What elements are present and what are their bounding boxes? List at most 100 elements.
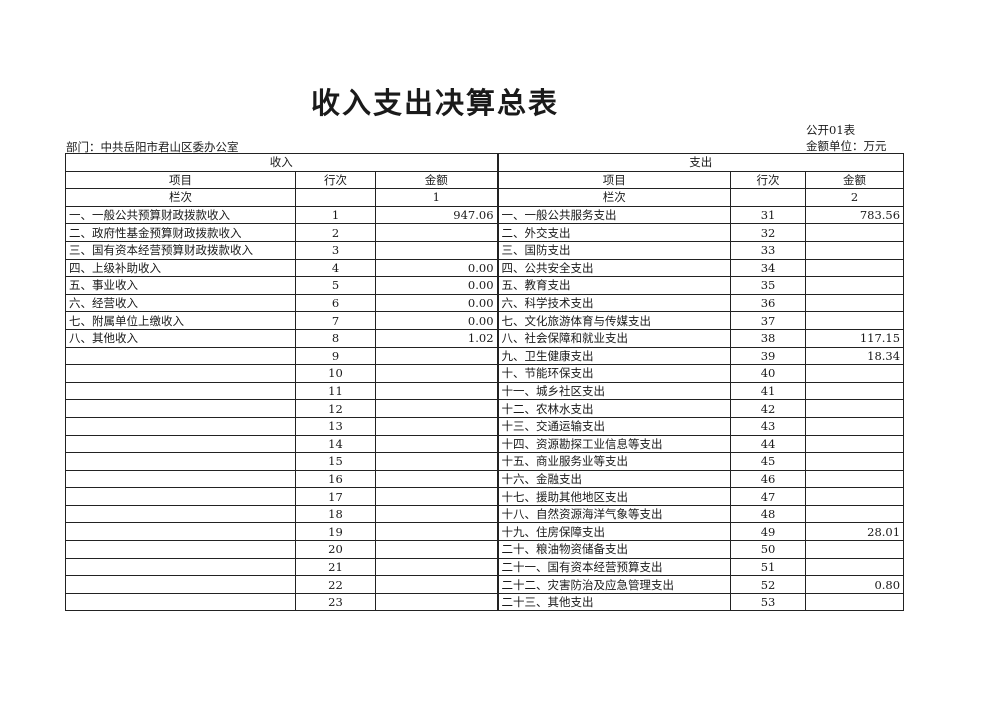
income-amount-header: 金额 xyxy=(374,170,499,190)
income-item-cell: 四、上级补助收入 xyxy=(65,258,296,278)
income-item-cell xyxy=(65,575,296,594)
income-row-no-cell: 17 xyxy=(295,487,376,506)
income-row-no-cell: 9 xyxy=(295,346,376,366)
income-amount-cell xyxy=(374,540,499,559)
income-amount-cell xyxy=(374,240,499,260)
table-row: 六、经营收入 6 0.00 六、科学技术支出 36 xyxy=(65,293,905,313)
income-amount-cell xyxy=(374,416,499,436)
expense-row-no-cell: 44 xyxy=(730,434,807,454)
income-row-no-cell: 15 xyxy=(295,452,376,471)
table-row: 10 十、节能环保支出 40 xyxy=(65,364,905,383)
income-row-no-cell: 12 xyxy=(295,399,376,418)
expense-amount-cell: 783.56 xyxy=(805,205,905,225)
income-item-cell xyxy=(65,346,296,366)
expense-item-cell: 八、社会保障和就业支出 xyxy=(496,328,732,348)
income-section-header: 收入 xyxy=(64,153,499,172)
expense-item-cell: 六、科学技术支出 xyxy=(496,293,732,313)
expense-item-cell: 五、教育支出 xyxy=(496,276,732,295)
income-expense-table: 收入 支出 项目 行次 金额 项目 行次 金额 栏次 1 栏次 2 一、一般公共… xyxy=(64,153,905,612)
page-title: 收入支出决算总表 xyxy=(310,86,559,120)
expense-item-header: 项目 xyxy=(496,170,732,190)
income-amount-cell: 0.00 xyxy=(374,311,499,330)
expense-row-no-cell: 41 xyxy=(730,381,807,401)
income-amount-cell xyxy=(374,469,499,489)
expense-row-no-cell: 42 xyxy=(730,399,807,418)
expense-row-no-cell: 52 xyxy=(730,575,807,594)
income-row-no-cell: 8 xyxy=(295,328,376,348)
income-amount-cell xyxy=(374,452,499,471)
income-item-header: 项目 xyxy=(65,170,296,190)
table-row: 17 十七、援助其他地区支出 47 xyxy=(65,487,905,506)
expense-item-cell: 十五、商业服务业等支出 xyxy=(496,452,732,471)
expense-row-no-cell: 50 xyxy=(730,540,807,559)
income-item-cell xyxy=(65,540,296,559)
income-row-no-cell: 22 xyxy=(295,575,376,594)
income-item-cell: 三、国有资本经营预算财政拨款收入 xyxy=(65,240,296,260)
expense-row-no-cell: 46 xyxy=(730,469,807,489)
table-row: 13 十三、交通运输支出 43 xyxy=(65,416,905,436)
table-row: 二、政府性基金预算财政拨款收入 2 二、外交支出 32 xyxy=(65,223,905,242)
expense-row-no-cell: 31 xyxy=(730,205,807,225)
table-row: 三、国有资本经营预算财政拨款收入 3 三、国防支出 33 xyxy=(65,240,905,260)
expense-row-no-cell: 45 xyxy=(730,452,807,471)
income-row-no-cell: 16 xyxy=(295,469,376,489)
income-amount-cell: 0.00 xyxy=(374,258,499,278)
income-row-no-cell: 13 xyxy=(295,416,376,436)
income-row-no-cell: 23 xyxy=(295,592,376,612)
income-amount-cell xyxy=(374,487,499,506)
income-row-no-cell: 7 xyxy=(295,311,376,330)
expense-item-cell: 二、外交支出 xyxy=(496,223,732,242)
expense-row-no-cell: 37 xyxy=(730,311,807,330)
income-item-cell: 二、政府性基金预算财政拨款收入 xyxy=(65,223,296,242)
expense-item-cell: 十三、交通运输支出 xyxy=(496,416,732,436)
income-amount-cell xyxy=(374,575,499,594)
expense-item-cell: 十六、金融支出 xyxy=(496,469,732,489)
expense-item-cell: 十四、资源勘探工业信息等支出 xyxy=(496,434,732,454)
income-item-cell xyxy=(65,487,296,506)
amount-unit: 金额单位：万元 xyxy=(806,139,887,153)
income-row-no-cell: 3 xyxy=(295,240,376,260)
expense-amount-cell xyxy=(805,434,905,454)
income-amount-cell xyxy=(374,364,499,383)
expense-amount-cell xyxy=(805,293,905,313)
income-amount-cell xyxy=(374,557,499,577)
table-row: 12 十二、农林水支出 42 xyxy=(65,399,905,418)
table-row: 19 十九、住房保障支出 49 28.01 xyxy=(65,522,905,542)
income-amount-cell xyxy=(374,592,499,612)
table-row: 四、上级补助收入 4 0.00 四、公共安全支出 34 xyxy=(65,258,905,278)
income-amount-cell xyxy=(374,434,499,454)
lanci-row: 栏次 1 栏次 2 xyxy=(65,188,905,207)
expense-item-cell: 七、文化旅游体育与传媒支出 xyxy=(496,311,732,330)
expense-amount-cell xyxy=(805,592,905,612)
income-lanci-label: 栏次 xyxy=(65,188,296,207)
income-row-no-header: 行次 xyxy=(295,170,376,190)
expense-amount-cell xyxy=(805,364,905,383)
income-row-no-cell: 18 xyxy=(295,504,376,524)
expense-item-cell: 二十三、其他支出 xyxy=(496,592,732,612)
income-item-cell xyxy=(65,381,296,401)
table-row: 18 十八、自然资源海洋气象等支出 48 xyxy=(65,504,905,524)
expense-item-cell: 十二、农林水支出 xyxy=(496,399,732,418)
income-amount-cell: 0.00 xyxy=(374,293,499,313)
income-amount-cell: 1.02 xyxy=(374,328,499,348)
income-row-no-cell: 2 xyxy=(295,223,376,242)
expense-item-cell: 四、公共安全支出 xyxy=(496,258,732,278)
income-item-cell: 八、其他收入 xyxy=(65,328,296,348)
expense-amount-cell xyxy=(805,311,905,330)
section-header-row: 收入 支出 xyxy=(64,153,905,172)
expense-row-no-cell: 39 xyxy=(730,346,807,366)
expense-item-cell: 十、节能环保支出 xyxy=(496,364,732,383)
expense-item-cell: 十九、住房保障支出 xyxy=(496,522,732,542)
income-item-cell xyxy=(65,504,296,524)
income-item-cell xyxy=(65,522,296,542)
form-number: 公开01表 xyxy=(806,123,856,137)
income-row-no-cell: 4 xyxy=(295,258,376,278)
income-amount-cell xyxy=(374,504,499,524)
expense-lanci-label: 栏次 xyxy=(496,188,732,207)
table-row: 20 二十、粮油物资储备支出 50 xyxy=(65,540,905,559)
expense-item-cell: 一、一般公共服务支出 xyxy=(496,205,732,225)
expense-row-no-cell: 35 xyxy=(730,276,807,295)
income-row-no-cell: 5 xyxy=(295,276,376,295)
income-row-no-cell: 11 xyxy=(295,381,376,401)
expense-row-no-cell: 34 xyxy=(730,258,807,278)
